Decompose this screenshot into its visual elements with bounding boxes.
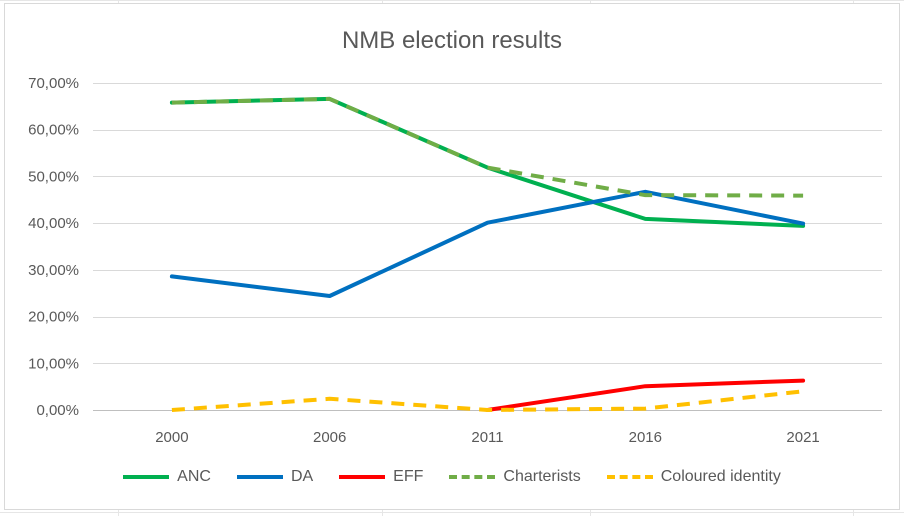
y-tick-label: 10,00% [28, 355, 79, 372]
y-tick-label: 30,00% [28, 262, 79, 279]
series-line-coloured-identity[interactable] [171, 389, 804, 412]
chart-title: NMB election results [341, 27, 563, 54]
x-tick-label: 2016 [629, 429, 662, 446]
y-tick-label: 70,00% [28, 75, 79, 92]
chart-area[interactable]: NMB election results 0,00% 10,00% 20,00% 30… [4, 3, 900, 510]
plot-area: 0,00% 10,00% 20,00% 30,00% 40,00% 50,00% 60,00… [28, 75, 882, 446]
x-tick-label: 2011 [471, 429, 503, 446]
x-tick-label: 2000 [155, 429, 188, 446]
legend-item-charterists[interactable]: Charterists [449, 468, 581, 486]
y-tick-label: 20,00% [28, 309, 79, 326]
y-tick-label: 0,00% [36, 402, 79, 419]
legend-swatch [606, 475, 653, 479]
legend-label: EFF [393, 468, 424, 485]
legend-swatch [449, 475, 496, 479]
y-tick-label: 40,00% [28, 215, 79, 232]
legend-swatch [236, 475, 283, 479]
legend-swatch [123, 475, 170, 479]
series-line-da[interactable] [169, 189, 806, 298]
legend: ANC DA EFF Charterists Coloured identity [5, 468, 899, 486]
legend-item-da[interactable]: DA [236, 468, 314, 486]
series-line-charterists[interactable] [171, 96, 804, 198]
legend-item-coloured-identity[interactable]: Coloured identity [606, 468, 781, 486]
legend-label: DA [290, 468, 314, 485]
legend-swatch [339, 475, 386, 479]
y-tick-label: 50,00% [28, 168, 79, 185]
legend-label: ANC [177, 468, 211, 485]
legend-item-eff[interactable]: EFF [339, 468, 423, 486]
y-tick-label: 60,00% [28, 122, 79, 139]
x-tick-label: 2021 [786, 429, 819, 446]
legend-label: Coloured identity [660, 468, 781, 485]
series-line-eff[interactable] [485, 378, 806, 412]
x-tick-label: 2006 [313, 429, 346, 446]
legend-item-anc[interactable]: ANC [123, 468, 211, 486]
series-line-anc[interactable] [169, 96, 806, 228]
legend-label: Charterists [503, 468, 581, 485]
